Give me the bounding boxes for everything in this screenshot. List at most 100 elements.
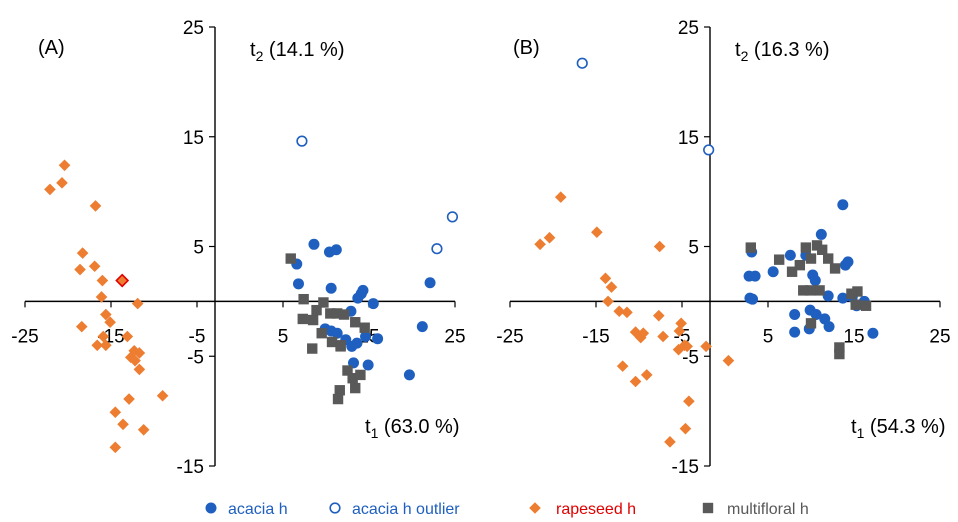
data-point-rapeseed-h: [137, 423, 150, 436]
data-point-rapeseed-h: [657, 330, 669, 343]
data-point-multifloral-h: [350, 317, 361, 328]
data-point-rapeseed-h: [89, 200, 102, 212]
data-point-acacia-h: [362, 359, 374, 371]
y-axis-label-percent: (14.1 %): [263, 39, 344, 61]
data-point-acacia-h: [823, 321, 835, 333]
data-point-multifloral-h: [285, 253, 296, 264]
data-point-multifloral-h: [326, 336, 338, 348]
data-point-rapeseed-h: [96, 274, 109, 287]
x-axis-label-subscript: 1: [857, 425, 865, 441]
data-point-rapeseed-h: [621, 306, 633, 319]
x-axis-label-subscript: 1: [371, 425, 379, 441]
legend-item-rapeseed-h: rapeseed h: [529, 501, 636, 518]
x-tick-label: 5: [763, 326, 774, 347]
data-point-acacia-h: [424, 277, 436, 289]
data-point-acacia-h: [346, 340, 358, 352]
data-point-multifloral-h: [307, 314, 319, 326]
data-point-acacia-h: [809, 275, 821, 287]
data-point-acacia-h-outlier: [431, 243, 443, 255]
data-point-rapeseed-h: [56, 177, 68, 189]
data-point-multifloral-h: [852, 286, 863, 297]
data-point-acacia-h: [325, 282, 337, 294]
series-rapeseed-h-highlighted: [115, 273, 130, 288]
x-axis-label-percent: (63.0 %): [378, 416, 459, 438]
data-point-multifloral-h: [745, 242, 756, 253]
legend-marker-rapeseed-h: [529, 502, 541, 514]
data-point-acacia-h: [767, 266, 779, 278]
data-point-multifloral-h: [773, 254, 785, 265]
x-axis-label-percent: (54.3 %): [864, 416, 945, 438]
data-point-multifloral-h: [338, 309, 350, 320]
data-point-acacia-h: [360, 330, 372, 342]
data-point-rapeseed-h: [133, 347, 146, 359]
y-axis-label-percent: (16.3 %): [748, 39, 829, 61]
data-point-acacia-h: [842, 256, 854, 268]
data-point-rapeseed-h: [156, 389, 169, 402]
data-point-acacia-h: [837, 199, 849, 211]
data-point-acacia-h: [749, 270, 761, 282]
data-point-rapeseed-h: [123, 393, 135, 405]
data-point-multifloral-h: [297, 313, 308, 325]
data-point-rapeseed-h: [616, 360, 629, 372]
data-point-acacia-h-outlier: [703, 144, 715, 156]
legend-label: acacia h outlier: [352, 501, 460, 518]
data-point-rapeseed-h: [613, 305, 626, 318]
y-axis-label-subscript: 2: [741, 48, 749, 64]
data-point-rapeseed-h: [534, 238, 546, 251]
data-point-multifloral-h: [342, 365, 353, 376]
data-point-rapeseed-h: [664, 436, 676, 448]
data-point-acacia-h: [789, 309, 801, 321]
y-tick-label: 25: [183, 18, 204, 39]
data-point-acacia-h-outlier: [576, 57, 588, 69]
x-tick-label: 5: [278, 326, 289, 347]
series-rapeseed-h: [534, 191, 735, 448]
data-point-acacia-h: [357, 284, 369, 296]
x-axis-label-main: t: [365, 416, 371, 438]
data-point-multifloral-h: [829, 263, 841, 274]
data-point-multifloral-h: [355, 369, 366, 381]
data-point-multifloral-h: [816, 244, 828, 255]
data-point-rapeseed-h: [129, 354, 141, 367]
data-point-multifloral-h: [786, 266, 798, 277]
data-point-rapeseed-h: [637, 327, 650, 340]
legend-marker-acacia-h-outlier: [329, 502, 341, 514]
legend-marker-multifloral-h: [702, 502, 714, 514]
data-point-rapeseed-h: [629, 375, 642, 388]
series-multifloral-h: [745, 240, 872, 360]
data-point-rapeseed-h: [543, 231, 556, 244]
data-point-multifloral-h: [798, 285, 809, 296]
data-point-acacia-h: [372, 333, 384, 345]
data-point-rapeseed-h: [591, 226, 603, 239]
y-tick-label: -15: [672, 457, 699, 478]
data-point-acacia-h: [403, 369, 415, 381]
data-point-multifloral-h: [318, 297, 329, 308]
y-tick-label: 25: [678, 18, 699, 39]
data-point-rapeseed-h: [97, 330, 110, 343]
y-tick-label: 5: [688, 238, 699, 259]
data-point-multifloral-h: [834, 342, 845, 353]
x-axis-label-main: t: [851, 416, 857, 438]
data-point-acacia-h: [416, 321, 428, 333]
data-point-multifloral-h: [347, 373, 358, 384]
data-point-multifloral-h: [823, 253, 834, 264]
data-point-rapeseed-h: [722, 354, 735, 367]
y-axis-label-main: t: [250, 39, 256, 61]
legend-label: rapeseed h: [556, 501, 636, 518]
legend: acacia h acacia h outlier rapeseed h multif…: [205, 501, 809, 518]
series-acacia-h-outlier: [576, 57, 715, 156]
data-point-multifloral-h: [332, 393, 344, 405]
legend-marker-acacia-h: [205, 502, 217, 514]
data-point-rapeseed-h: [109, 441, 122, 454]
data-point-rapeseed-h: [76, 247, 89, 259]
data-point-multifloral-h: [850, 299, 861, 310]
data-point-rapeseed-h: [75, 320, 88, 333]
data-point-multifloral-h: [331, 308, 343, 319]
data-point-rapeseed-h: [121, 330, 134, 343]
data-point-rapeseed-h: [117, 418, 129, 431]
legend-label: acacia h: [228, 501, 288, 518]
data-point-rapeseed-h: [700, 340, 712, 353]
data-point-multifloral-h: [834, 348, 845, 360]
panel-label: (B): [513, 37, 540, 59]
data-point-multifloral-h: [359, 322, 370, 333]
